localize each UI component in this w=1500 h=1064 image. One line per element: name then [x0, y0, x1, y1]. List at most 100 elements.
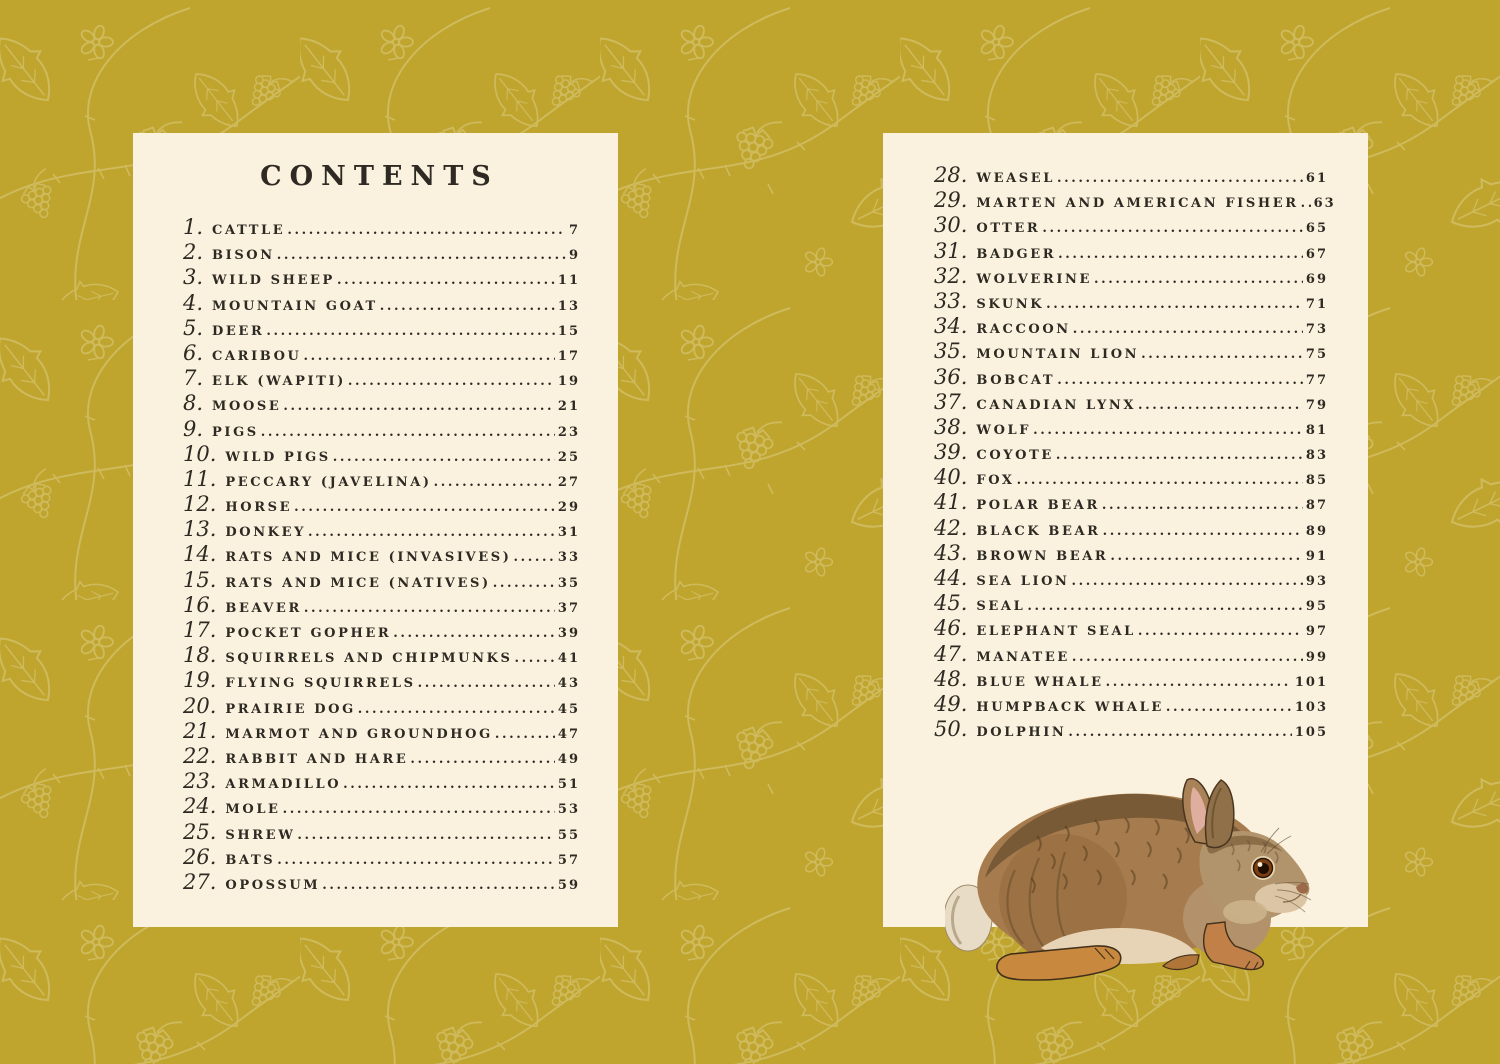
entry-number: 40. — [934, 465, 968, 490]
leader-dots — [343, 777, 555, 792]
entry-number: 43. — [934, 540, 968, 565]
leader-dots — [1056, 448, 1303, 463]
entry-page-number: 101 — [1294, 674, 1328, 690]
entry-number: 34. — [934, 314, 968, 339]
toc-entry: 45. SEAL 95 — [934, 591, 1328, 616]
entry-label: CATTLE — [212, 223, 286, 238]
leader-dots — [283, 802, 555, 817]
toc-entry: 30. OTTER 65 — [934, 213, 1328, 238]
entry-number: 11. — [183, 466, 217, 491]
toc-entry: 37. CANADIAN LYNX 79 — [934, 390, 1328, 415]
entry-label: BADGER — [976, 246, 1057, 262]
entry-page-number: 47 — [557, 726, 580, 742]
entry-number: 28. — [934, 163, 968, 187]
toc-entry: 7. ELK (WAPITI) 19 — [183, 366, 580, 391]
toc-entry: 23. ARMADILLO 51 — [183, 769, 580, 794]
leader-dots — [410, 752, 555, 767]
entry-label: SEAL — [976, 599, 1026, 615]
leader-dots — [1106, 675, 1292, 690]
right-page: 28. WEASEL 61 29. MARTEN AND AMERICAN FISHER… — [883, 133, 1368, 981]
toc-entry: 29. MARTEN AND AMERICAN FISHER 63 — [934, 188, 1334, 213]
entry-page-number: 23 — [557, 424, 580, 440]
leader-dots — [1033, 423, 1303, 438]
entry-page-number: 7 — [568, 223, 580, 238]
entry-number: 15. — [183, 567, 217, 592]
toc-entry: 11. PECCARY (JAVELINA) 27 — [183, 467, 580, 492]
entry-label: BLACK BEAR — [976, 523, 1101, 539]
entry-page-number: 103 — [1294, 699, 1328, 715]
entry-label: BEAVER — [225, 600, 302, 616]
entry-page-number: 91 — [1305, 548, 1328, 564]
entry-label: MOUNTAIN LION — [976, 347, 1140, 363]
entry-label: OPOSSUM — [225, 877, 321, 893]
leader-dots — [1072, 574, 1303, 589]
contents-title: CONTENTS — [260, 161, 499, 192]
entry-number: 21. — [183, 718, 217, 743]
toc-entry: 42. BLACK BEAR 89 — [934, 516, 1328, 541]
toc-entry: 27. OPOSSUM 59 — [183, 870, 580, 895]
entry-number: 14. — [183, 542, 217, 567]
entry-page-number: 35 — [557, 575, 580, 591]
toc-entry: 5. DEER 15 — [183, 316, 580, 341]
entry-page-number: 13 — [557, 298, 580, 314]
toc-entry: 24. MOLE 53 — [183, 794, 580, 819]
entry-page-number: 83 — [1305, 448, 1328, 464]
entry-label: MANATEE — [976, 649, 1070, 665]
leader-dots — [380, 299, 555, 314]
leader-dots — [1042, 221, 1303, 236]
leader-dots — [1141, 347, 1303, 362]
entry-number: 37. — [934, 389, 968, 414]
leader-dots — [308, 525, 555, 540]
leader-dots — [1094, 272, 1303, 287]
entry-number: 1. — [183, 215, 204, 239]
leader-dots — [1027, 599, 1303, 614]
leader-dots — [1166, 700, 1292, 715]
entry-number: 27. — [183, 869, 217, 894]
entry-page-number: 19 — [557, 374, 580, 390]
entry-number: 36. — [934, 364, 968, 389]
leader-dots — [287, 223, 566, 238]
leader-dots — [358, 702, 555, 717]
leader-dots — [1102, 498, 1303, 513]
entry-page-number: 79 — [1305, 397, 1328, 413]
leader-dots — [261, 425, 555, 440]
entry-page-number: 61 — [1305, 171, 1328, 186]
entry-page-number: 51 — [557, 777, 580, 793]
entry-page-number: 43 — [557, 676, 580, 692]
entry-page-number: 55 — [557, 827, 580, 843]
entry-label: HUMPBACK WHALE — [976, 699, 1164, 715]
entry-page-number: 71 — [1305, 296, 1328, 312]
leader-dots — [333, 450, 555, 465]
entry-label: SKUNK — [976, 296, 1045, 312]
entry-page-number: 31 — [557, 525, 580, 541]
toc-entry: 47. MANATEE 99 — [934, 642, 1328, 667]
toc-entry: 17. POCKET GOPHER 39 — [183, 618, 580, 643]
entry-page-number: 27 — [557, 474, 580, 490]
entry-number: 9. — [183, 416, 204, 441]
entry-page-number: 81 — [1305, 422, 1328, 438]
leader-dots — [1301, 196, 1311, 211]
entry-page-number: 49 — [557, 751, 580, 767]
leader-dots — [1072, 650, 1303, 665]
entry-number: 18. — [183, 643, 217, 668]
entry-label: OTTER — [976, 221, 1041, 237]
entry-page-number: 21 — [557, 399, 580, 415]
toc-entry: 9. PIGS 23 — [183, 417, 580, 442]
entry-number: 3. — [183, 265, 204, 290]
leader-dots — [303, 349, 554, 364]
entry-label: HORSE — [225, 500, 293, 516]
toc-entry: 3. WILD SHEEP 11 — [183, 265, 580, 290]
toc-entry: 22. RABBIT AND HARE 49 — [183, 744, 580, 769]
entry-number: 10. — [183, 441, 217, 466]
entry-number: 22. — [183, 743, 217, 768]
entry-page-number: 57 — [557, 852, 580, 868]
entry-label: PRAIRIE DOG — [225, 701, 356, 717]
leader-dots — [495, 727, 555, 742]
leader-dots — [1058, 247, 1303, 262]
entry-number: 47. — [934, 641, 968, 666]
toc-entry: 18. SQUIRRELS AND CHIPMUNKS 41 — [183, 643, 580, 668]
entry-label: BISON — [212, 248, 275, 264]
entry-number: 6. — [183, 340, 204, 365]
entry-number: 35. — [934, 339, 968, 364]
toc-entry: 15. RATS AND MICE (NATIVES) 35 — [183, 568, 580, 593]
